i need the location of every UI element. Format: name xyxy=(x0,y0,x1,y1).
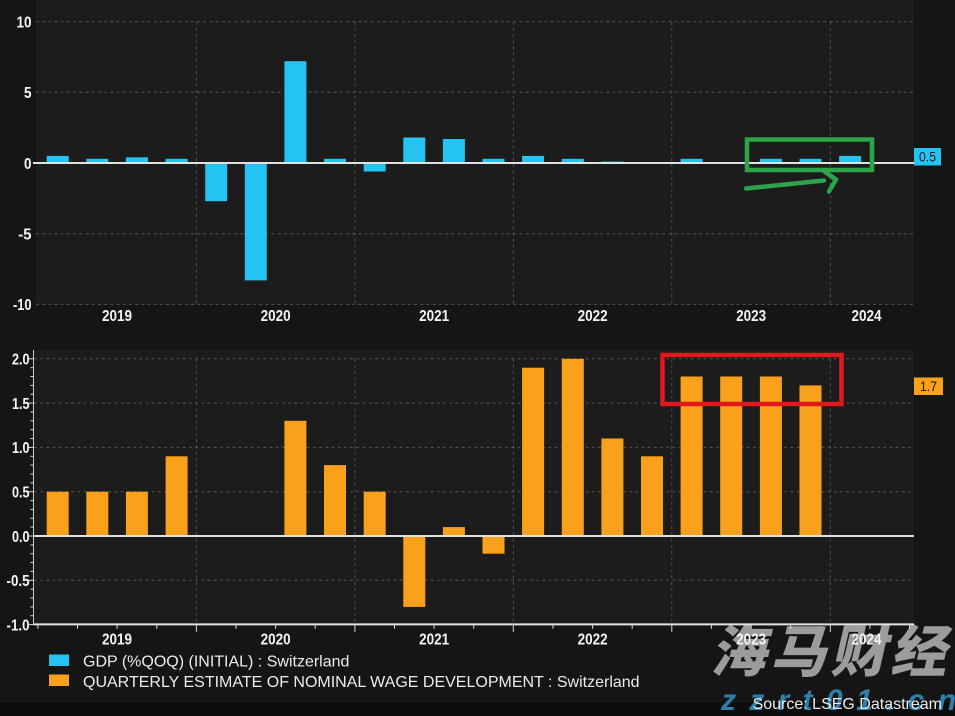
svg-text:2022: 2022 xyxy=(578,308,608,325)
svg-text:10: 10 xyxy=(17,14,32,31)
svg-text:2023: 2023 xyxy=(736,308,766,325)
svg-text:2.0: 2.0 xyxy=(12,352,30,369)
svg-text:2023: 2023 xyxy=(736,632,766,649)
svg-text:QUARTERLY ESTIMATE OF NOMINAL: QUARTERLY ESTIMATE OF NOMINAL WAGE DEVEL… xyxy=(83,674,640,691)
svg-text:0.0: 0.0 xyxy=(12,529,30,546)
svg-text:2020: 2020 xyxy=(261,308,291,325)
svg-text:0.5: 0.5 xyxy=(12,485,30,502)
svg-text:1.7: 1.7 xyxy=(920,378,937,394)
svg-text:z z r t 0 1 . c n: z z r t 0 1 . c n xyxy=(720,684,955,716)
svg-text:2021: 2021 xyxy=(419,308,449,325)
svg-text:0.5: 0.5 xyxy=(919,149,936,165)
svg-text:2024: 2024 xyxy=(852,308,882,325)
svg-text:5: 5 xyxy=(24,85,32,102)
svg-text:2024: 2024 xyxy=(852,632,882,649)
svg-text:-1.0: -1.0 xyxy=(7,617,30,634)
svg-text:-10: -10 xyxy=(13,297,32,314)
svg-text:GDP (%QOQ) (INITIAL) : Switzer: GDP (%QOQ) (INITIAL) : Switzerland xyxy=(83,654,349,671)
svg-text:2019: 2019 xyxy=(102,632,132,649)
svg-text:2019: 2019 xyxy=(102,308,132,325)
svg-text:2021: 2021 xyxy=(419,632,449,649)
svg-text:Source: LSEG Datastream: Source: LSEG Datastream xyxy=(753,696,942,713)
svg-text:1.0: 1.0 xyxy=(12,440,30,457)
svg-text:0: 0 xyxy=(24,156,32,173)
svg-text:-0.5: -0.5 xyxy=(7,573,30,590)
svg-text:2020: 2020 xyxy=(261,632,291,649)
svg-text:1.5: 1.5 xyxy=(12,396,30,413)
svg-text:-5: -5 xyxy=(18,227,31,244)
svg-text:2022: 2022 xyxy=(578,632,608,649)
